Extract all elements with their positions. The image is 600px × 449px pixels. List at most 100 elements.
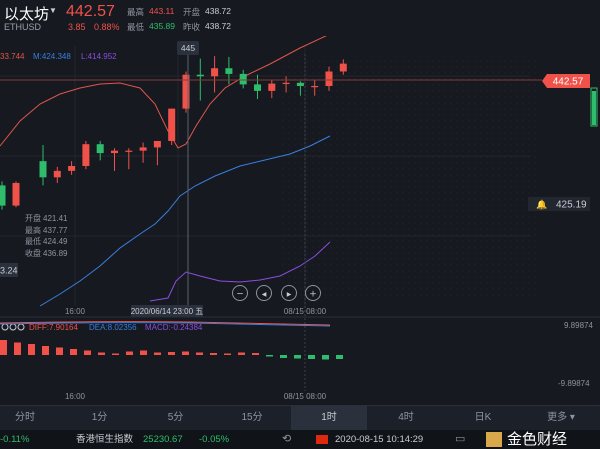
- macd-dea-line: [0, 322, 331, 327]
- high-marker: 445: [177, 41, 199, 55]
- ohlc-high-label: 最高: [25, 225, 41, 235]
- macd-axis-top: 9.89874: [564, 321, 593, 330]
- ma-line: [39, 135, 331, 307]
- macd-axis-bottom: -9.89874: [558, 379, 590, 388]
- macd-bar: [322, 355, 329, 360]
- macd-time-label-1: 16:00: [65, 392, 86, 401]
- candle: [196, 74, 204, 77]
- ohlc-high-value: 437.77: [43, 226, 68, 235]
- ohlc-open-value: 421.41: [43, 214, 68, 223]
- skip-back-icon: ◀: [262, 291, 267, 298]
- quote-header: 以太坊 ▼ ETHUSD 442.57 3.85 0.88% 最高 443.11…: [0, 0, 600, 36]
- price-change-percent: 0.88%: [94, 22, 120, 32]
- stat-value-high: 443.11: [149, 6, 175, 16]
- candle: [168, 108, 176, 141]
- price-change: 3.85: [68, 22, 86, 32]
- candle: [68, 166, 76, 171]
- macd-bar: [280, 355, 287, 358]
- macd-bar: [252, 353, 259, 355]
- last-price: 442.57: [66, 3, 115, 20]
- macd-diff-line: [0, 321, 331, 326]
- time-label-2: 08/15 08:00: [284, 307, 327, 316]
- candle: [268, 83, 276, 91]
- macd-bar: [112, 353, 119, 355]
- left-price-tag-label: 3.24: [0, 266, 18, 276]
- tab-more-label: 更多: [547, 412, 568, 423]
- candle: [211, 68, 219, 77]
- macd-bar: [238, 352, 245, 355]
- chevron-down-icon[interactable]: ▼: [49, 6, 57, 15]
- ohlc-open-label: 开盘: [25, 213, 41, 223]
- symbol-title[interactable]: 以太坊: [4, 6, 50, 23]
- stat-value-low: 435.89: [149, 21, 175, 31]
- volume-level-indicator: [590, 87, 598, 127]
- last-price-tag: 442.57: [542, 74, 590, 88]
- zoom-out-button[interactable]: [232, 285, 248, 301]
- stat-label-low: 最低: [127, 22, 145, 32]
- macd-bar: [28, 344, 35, 355]
- plus-icon: +: [309, 290, 317, 300]
- chevron-down-icon: ▾: [569, 412, 575, 423]
- period-tabs: 分时 1分 5分 15分 1时 4时 日K 更多 ▾: [0, 405, 600, 430]
- macd-bar: [266, 355, 273, 357]
- candle: [339, 63, 347, 72]
- tab-more[interactable]: 更多 ▾: [522, 406, 600, 430]
- stat-value-prev-close: 438.72: [205, 21, 231, 31]
- brand-logo-icon: [486, 432, 502, 447]
- tab-1min[interactable]: 1分: [91, 412, 108, 423]
- tab-15min[interactable]: 15分: [241, 412, 263, 423]
- time-label-1: 16:00: [65, 307, 86, 316]
- macd-bar: [154, 352, 161, 355]
- macd-bar: [182, 351, 189, 355]
- macd-bar: [336, 355, 343, 359]
- macd-bar: [0, 340, 7, 355]
- tab-5min[interactable]: 5分: [167, 412, 184, 423]
- candle: [239, 73, 247, 85]
- rotate-icon[interactable]: ⟲: [282, 433, 292, 445]
- macd-time-label-2: 08/15 08:00: [284, 392, 327, 401]
- ticker-left-change: -0.11%: [0, 434, 30, 445]
- left-price-tag: 3.24: [0, 263, 18, 277]
- high-marker-label: 445: [181, 43, 195, 53]
- macd-bar: [42, 346, 49, 355]
- candle: [39, 161, 47, 178]
- ticker-index-change: -0.05%: [199, 434, 230, 445]
- minus-icon: −: [236, 290, 244, 300]
- macd-bar: [168, 352, 175, 355]
- macd-diff-legend: DIFF:7.90164: [29, 323, 78, 332]
- screen-icon[interactable]: ▭: [455, 433, 466, 445]
- macd-legend: DIFF:7.90164 DEA:8.02356 MACD:-0.24384: [1, 323, 203, 332]
- macd-bar: [294, 355, 301, 359]
- candle: [182, 74, 190, 109]
- ticker-index-name[interactable]: 香港恒生指数: [76, 434, 134, 445]
- kline-chart[interactable]: 445 33.744 M:424.348 L:414.952 442.57 🔔 …: [0, 36, 600, 405]
- macd-bar: [224, 353, 231, 355]
- zoom-in-button[interactable]: [305, 285, 321, 301]
- ohlc-close-value: 436.89: [43, 249, 68, 258]
- macd-bar: [140, 350, 147, 355]
- crosshair-date: 2020/06/14 23:00 五: [131, 307, 204, 316]
- tab-timeshare[interactable]: 分时: [15, 412, 35, 423]
- ohlc-low-label: 最低: [25, 236, 41, 246]
- stat-label-high: 最高: [127, 7, 145, 17]
- last-price-tag-label: 442.57: [553, 77, 584, 88]
- crosshair-date-box: [131, 305, 203, 317]
- macd-value-legend: MACD:-0.24384: [145, 323, 203, 332]
- tab-4hour[interactable]: 4时: [398, 412, 414, 423]
- skip-forward-icon: ▶: [287, 291, 292, 298]
- candle: [225, 68, 233, 74]
- symbol-code: ETHUSD: [4, 22, 42, 32]
- prev-button[interactable]: [256, 285, 272, 301]
- bell-icon: 🔔: [536, 200, 547, 211]
- brand-name: 金色财经: [507, 431, 568, 448]
- left-candle: [0, 185, 6, 206]
- stat-label-prev-close: 昨收: [183, 22, 201, 32]
- tab-daily[interactable]: 日K: [474, 412, 492, 423]
- macd-bar: [84, 350, 91, 355]
- alert-price-label: 425.19: [556, 200, 587, 211]
- price-alert[interactable]: 🔔 425.19: [528, 197, 590, 211]
- chart-controls: − ◀ ▶ +: [232, 285, 321, 301]
- ohlc-close-label: 收盘: [25, 248, 41, 258]
- tab-1hour[interactable]: 1时: [291, 406, 367, 430]
- next-button[interactable]: [281, 285, 297, 301]
